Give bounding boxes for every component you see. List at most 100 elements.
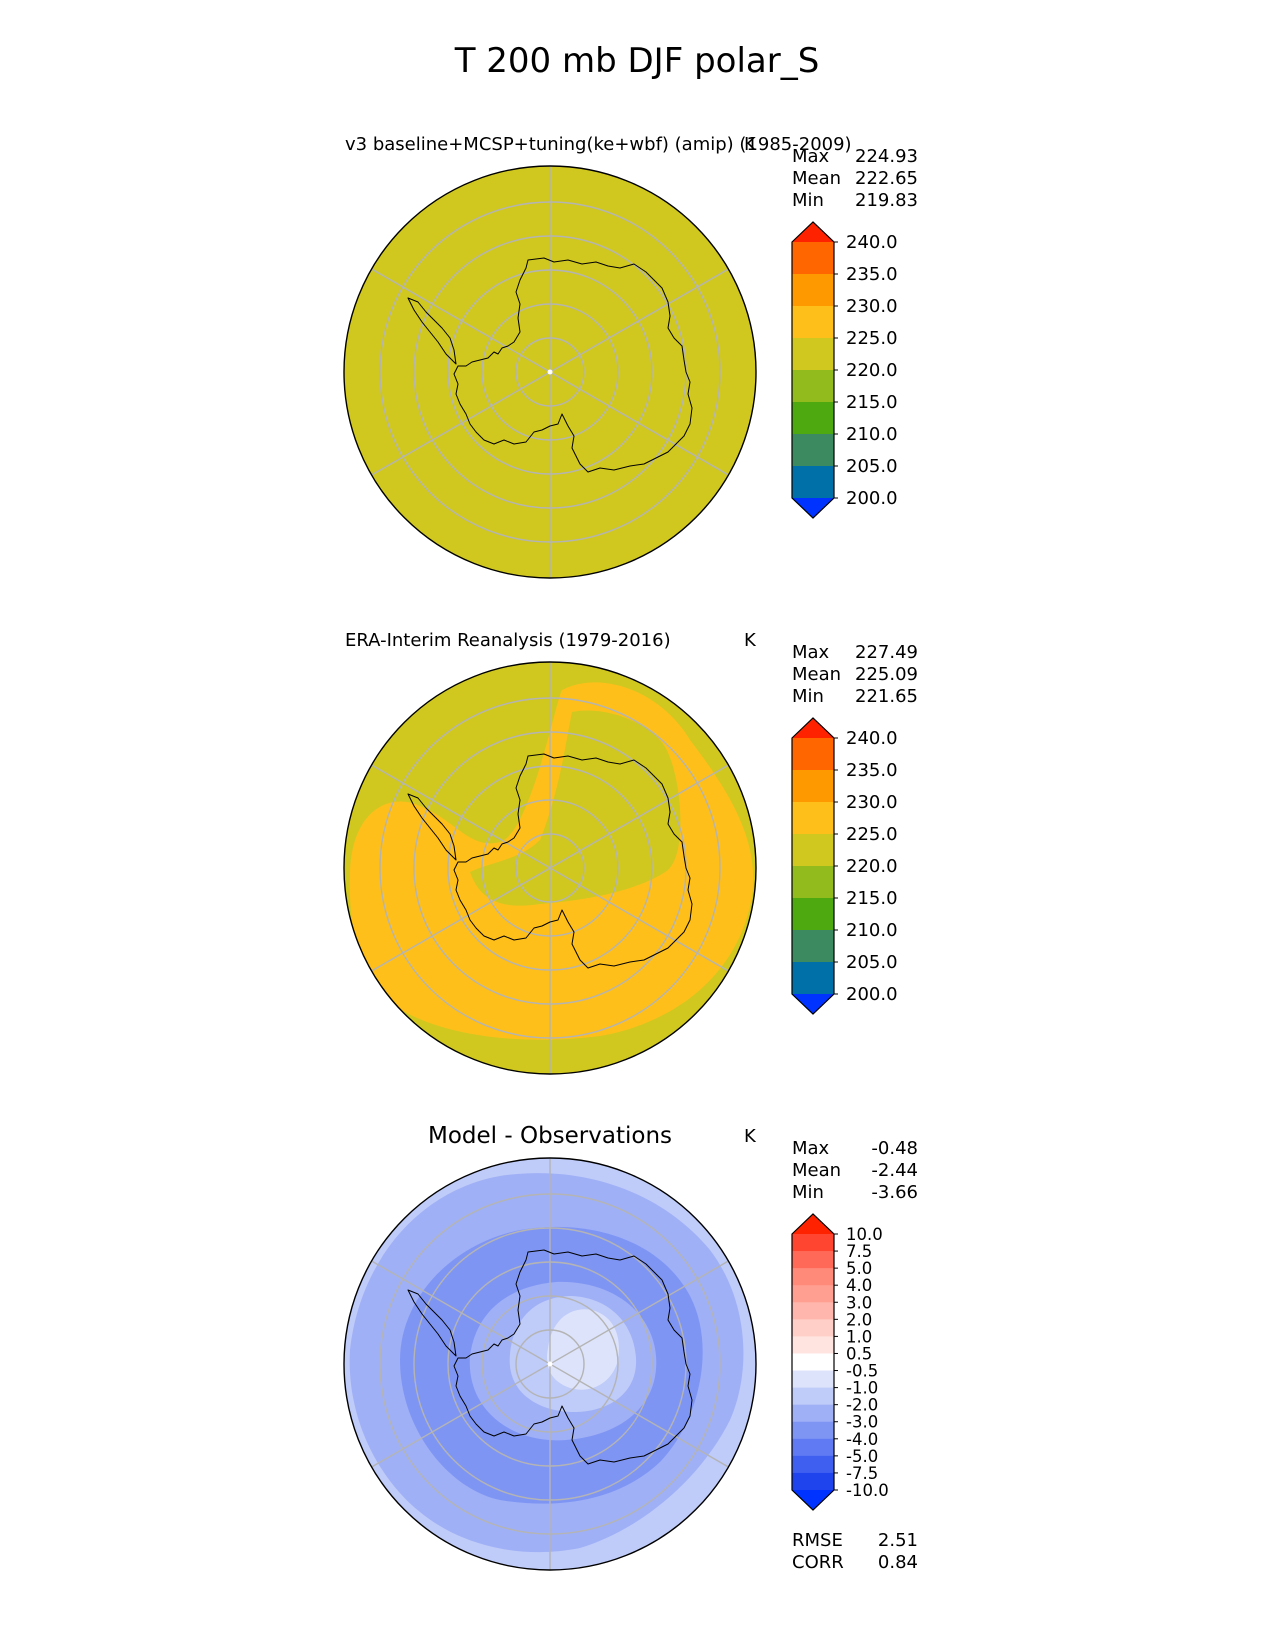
stats-block: Max 224.93 Mean 222.65 Min 219.83 xyxy=(792,146,918,211)
stat-label: Max xyxy=(792,146,830,167)
colorbar-tick-label: -5.0 xyxy=(846,1447,878,1466)
colorbar-segment xyxy=(792,1472,834,1491)
colorbar-tick-label: -0.5 xyxy=(846,1362,878,1381)
colorbar-segment xyxy=(792,402,834,435)
stat-label: Min xyxy=(792,190,824,211)
colorbar-segment xyxy=(792,738,834,771)
colorbar-segment xyxy=(792,962,834,995)
colorbar-tick-label: 0.5 xyxy=(846,1344,872,1363)
colorbar-tick-label: 205.0 xyxy=(846,456,898,477)
field-225-230-ring xyxy=(349,682,754,1040)
colorbar-tick-label: 2.0 xyxy=(846,1310,872,1329)
figure-title: T 200 mb DJF polar_S xyxy=(454,41,820,81)
colorbar-tick-label: 1.0 xyxy=(846,1327,872,1346)
colorbar-tick-label: 7.5 xyxy=(846,1242,872,1261)
colorbar-tick-label: -1.0 xyxy=(846,1379,878,1398)
colorbar-segment xyxy=(792,1421,834,1440)
panel-observations: ERA-Interim Reanalysis (1979-2016) K Max… xyxy=(343,630,918,1075)
metric-value: 2.51 xyxy=(878,1530,918,1551)
metrics-block: RMSE 2.51 CORR 0.84 xyxy=(792,1530,918,1573)
colorbar-segment xyxy=(792,1302,834,1320)
colorbar-segment xyxy=(792,1353,834,1372)
colorbar-segment xyxy=(792,1336,834,1354)
pole-marker xyxy=(547,369,553,375)
colorbar-extend-min xyxy=(792,498,834,518)
colorbar-tick-label: 235.0 xyxy=(846,760,898,781)
colorbar-tick-label: 210.0 xyxy=(846,920,898,941)
metric-label: RMSE xyxy=(792,1530,843,1551)
colorbar-extend-min xyxy=(792,1490,834,1510)
colorbar-tick-label: 230.0 xyxy=(846,792,898,813)
map-overlay xyxy=(370,165,730,579)
panel-title: Model - Observations xyxy=(428,1123,672,1149)
colorbar-tick-label: 200.0 xyxy=(846,488,898,509)
colorbar-tick-label: 4.0 xyxy=(846,1276,872,1295)
colorbar-tick-label: 10.0 xyxy=(846,1225,883,1244)
colorbar-segment xyxy=(792,274,834,307)
stat-value: -3.66 xyxy=(871,1182,918,1203)
colorbar-tick-label: 225.0 xyxy=(846,824,898,845)
colorbar-segment xyxy=(792,1319,834,1337)
colorbar-tick-label: 220.0 xyxy=(846,360,898,381)
colorbar-tick-label: 210.0 xyxy=(846,424,898,445)
colorbar-tick-label: 240.0 xyxy=(846,728,898,749)
colorbar-segment xyxy=(792,1404,834,1423)
map-boundary xyxy=(343,1157,757,1571)
colorbar: 240.0 235.0 230.0 225.0 220.0 215.0 210.0 205.0… xyxy=(791,717,898,1015)
colorbar-segment xyxy=(792,866,834,899)
stat-label: Max xyxy=(792,642,830,663)
panel-model: v3 baseline+MCSP+tuning(ke+wbf) (amip) (… xyxy=(343,134,918,579)
colorbar-tick-label: -3.0 xyxy=(846,1413,878,1432)
stat-label: Min xyxy=(792,1182,824,1203)
colorbar-segment xyxy=(792,1285,834,1303)
colorbar-segment xyxy=(792,370,834,403)
colorbar-segment xyxy=(792,338,834,371)
colorbar-tick-label: 5.0 xyxy=(846,1259,872,1278)
stat-label: Mean xyxy=(792,664,841,685)
metric-value: 0.84 xyxy=(878,1552,918,1573)
pole-marker xyxy=(547,1361,553,1367)
colorbar-segment xyxy=(792,1387,834,1406)
panel-title: v3 baseline+MCSP+tuning(ke+wbf) (amip) (… xyxy=(345,134,852,155)
colorbar-extend-max xyxy=(792,222,834,242)
colorbar-segment xyxy=(792,898,834,931)
colorbar-tick-label: -2.0 xyxy=(846,1396,878,1415)
colorbar-tick-label: 230.0 xyxy=(846,296,898,317)
colorbar-segment xyxy=(792,770,834,803)
colorbar-tick-label: 3.0 xyxy=(846,1293,872,1312)
field-minus05-minus1 xyxy=(546,1309,619,1390)
stat-value: 224.93 xyxy=(855,146,918,167)
colorbar-segment xyxy=(792,1370,834,1389)
colorbar-tick-label: -7.5 xyxy=(846,1464,878,1483)
colorbar-tick-label: 200.0 xyxy=(846,984,898,1005)
colorbar-segment xyxy=(792,1455,834,1474)
colorbar-segment xyxy=(792,434,834,467)
units-label: K xyxy=(744,1126,757,1147)
colorbar-segment xyxy=(792,1438,834,1457)
colorbar-tick-label: 205.0 xyxy=(846,952,898,973)
colorbar-tick-label: 215.0 xyxy=(846,392,898,413)
stat-label: Mean xyxy=(792,1160,841,1181)
colorbar-tick-label: 215.0 xyxy=(846,888,898,909)
colorbar-segment xyxy=(792,930,834,963)
colorbar-tick-label: 220.0 xyxy=(846,856,898,877)
stat-label: Mean xyxy=(792,168,841,189)
colorbar-tick-label: 225.0 xyxy=(846,328,898,349)
panel-difference: Model - Observations K Max -0.48 Mean -2… xyxy=(343,1123,918,1573)
stat-value: 222.65 xyxy=(855,168,918,189)
colorbar-segment xyxy=(792,306,834,339)
colorbar-tick-label: 235.0 xyxy=(846,264,898,285)
colorbar-extend-min xyxy=(792,994,834,1014)
colorbar-extend-max xyxy=(792,1214,834,1234)
stat-value: 225.09 xyxy=(855,664,918,685)
stat-label: Max xyxy=(792,1138,830,1159)
colorbar: 240.0 235.0 230.0 225.0 220.0 215.0 210.0 205.0… xyxy=(791,221,898,519)
colorbar-extend-max xyxy=(792,718,834,738)
map-boundary xyxy=(343,661,757,1075)
stats-block: Max -0.48 Mean -2.44 Min -3.66 xyxy=(792,1138,918,1203)
colorbar-tick-label: 240.0 xyxy=(846,232,898,253)
stat-value: -0.48 xyxy=(871,1138,918,1159)
stat-value: 221.65 xyxy=(855,686,918,707)
colorbar-tick-label: -4.0 xyxy=(846,1430,878,1449)
stat-value: 219.83 xyxy=(855,190,918,211)
